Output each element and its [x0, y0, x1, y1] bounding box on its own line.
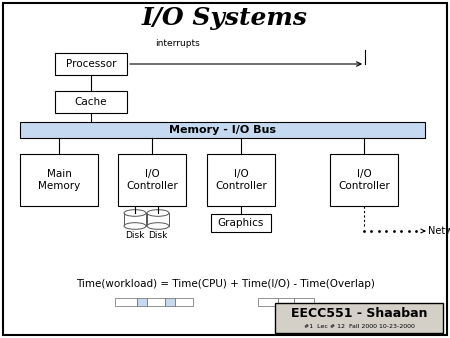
Bar	[275, 303, 443, 333]
Ellipse shape	[124, 223, 146, 229]
Bar	[211, 214, 271, 232]
Bar	[147, 213, 169, 226]
Bar	[207, 154, 275, 206]
Text: I/O Systems: I/O Systems	[142, 6, 308, 30]
Bar	[258, 298, 278, 306]
Text: Time(workload) = Time(CPU) + Time(I/O) - Time(Overlap): Time(workload) = Time(CPU) + Time(I/O) -…	[76, 279, 374, 289]
Text: Graphics: Graphics	[218, 218, 264, 228]
Bar	[165, 298, 175, 306]
Bar	[118, 154, 186, 206]
Text: Processor: Processor	[66, 59, 116, 69]
Ellipse shape	[147, 210, 169, 216]
Bar	[55, 53, 127, 75]
Ellipse shape	[124, 210, 146, 216]
Text: I/O
Controller: I/O Controller	[215, 169, 267, 191]
Bar	[147, 298, 165, 306]
Bar	[115, 298, 137, 306]
Text: Disk: Disk	[148, 231, 168, 240]
Text: Network: Network	[428, 226, 450, 236]
Text: Disk: Disk	[125, 231, 145, 240]
Text: I/O
Controller: I/O Controller	[338, 169, 390, 191]
Text: Memory - I/O Bus: Memory - I/O Bus	[169, 125, 276, 135]
Bar	[124, 213, 146, 226]
Text: I/O
Controller: I/O Controller	[126, 169, 178, 191]
Bar	[294, 298, 314, 306]
Text: EECC551 - Shaaban: EECC551 - Shaaban	[291, 307, 427, 320]
Bar	[137, 298, 147, 306]
Ellipse shape	[147, 223, 169, 229]
Text: #1  Lec # 12  Fall 2000 10-23-2000: #1 Lec # 12 Fall 2000 10-23-2000	[304, 324, 414, 330]
Bar	[20, 122, 425, 138]
Text: Main
Memory: Main Memory	[38, 169, 80, 191]
Bar	[175, 298, 193, 306]
Bar	[20, 154, 98, 206]
Bar	[278, 308, 294, 316]
Bar	[305, 308, 319, 316]
Text: interrupts: interrupts	[155, 39, 199, 48]
Bar	[330, 154, 398, 206]
Bar	[55, 91, 127, 113]
Bar	[278, 298, 294, 306]
Text: Cache: Cache	[75, 97, 107, 107]
